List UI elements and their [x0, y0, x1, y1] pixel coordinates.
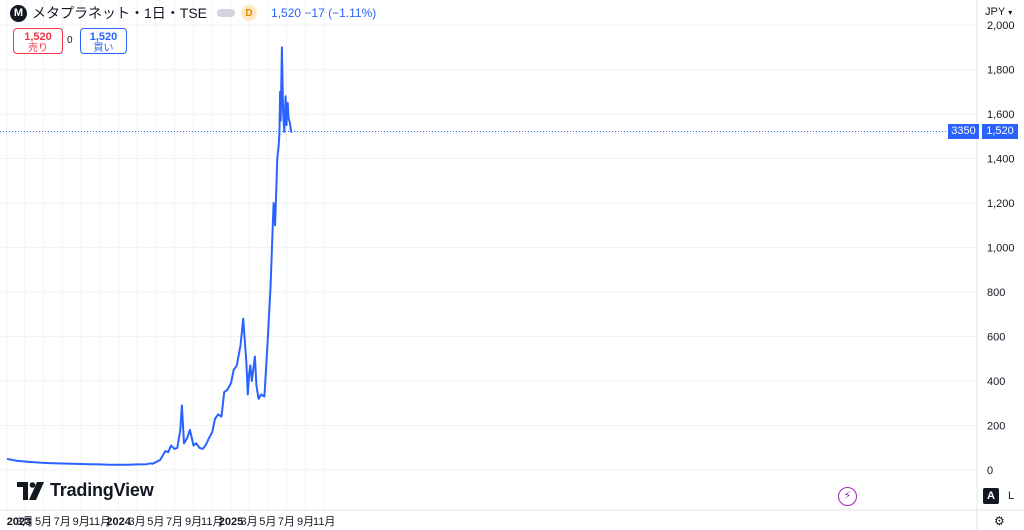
x-tick-label: 11月 [89, 516, 111, 528]
y-tick-label: 200 [987, 421, 1005, 433]
x-tick-label: 5月 [147, 516, 164, 528]
x-tick-label: 2023 [7, 516, 31, 528]
x-tick-label: 7月 [166, 516, 183, 528]
legend-values: 1,520 −17 (−1.11%) [271, 6, 376, 20]
sell-price: 1,520 [24, 31, 52, 43]
x-tick-label: 11月 [201, 516, 223, 528]
price-axis-labels[interactable]: 0 200 400 600 800 1,000 1,200 1,400 1,600 1,800 2,… [987, 20, 1015, 477]
x-tick-label: 3月 [129, 516, 146, 528]
y-tick-label: 1,000 [987, 243, 1015, 255]
x-tick-label: 2025 [219, 516, 243, 528]
x-tick-label: 9月 [297, 516, 314, 528]
settings-icon[interactable]: ⚙ [994, 514, 1005, 528]
y-tick-label: 600 [987, 332, 1005, 344]
x-tick-label: 7月 [278, 516, 295, 528]
tradingview-logo[interactable]: TradingView [17, 480, 154, 501]
y-tick-label: 0 [987, 465, 993, 477]
log-scale-button[interactable]: L [1008, 490, 1015, 502]
lightning-icon[interactable]: ⚡ [838, 487, 857, 506]
y-tick-label: 1,200 [987, 198, 1015, 210]
tradingview-logo-icon [17, 481, 44, 500]
x-tick-label: 9月 [73, 516, 90, 528]
last-price-tag: 1,520 [982, 124, 1018, 139]
auto-scale-button[interactable]: A [983, 488, 999, 504]
buy-price: 1,520 [89, 31, 118, 43]
buy-label: 買い [93, 43, 114, 54]
y-tick-label: 2,000 [987, 20, 1015, 32]
x-tick-label: 3月 [16, 516, 33, 528]
y-tick-label: 800 [987, 287, 1005, 299]
legend-last-price: 1,520 [271, 6, 302, 20]
brand-text: TradingView [50, 480, 154, 500]
spread-value: 0 [67, 35, 73, 46]
position-qty-tag: 3350 [948, 124, 979, 139]
legend-change-pct: (−1.11%) [328, 6, 377, 20]
legend-change: −17 [304, 6, 325, 20]
x-tick-label: 2024 [106, 516, 131, 528]
y-tick-label: 1,800 [987, 65, 1015, 77]
y-tick-label: 1,400 [987, 154, 1015, 166]
x-tick-label: 5月 [35, 516, 52, 528]
x-tick-label: 5月 [259, 516, 276, 528]
x-tick-label: 7月 [54, 516, 71, 528]
y-tick-label: 1,600 [987, 109, 1015, 121]
x-tick-label: 9月 [185, 516, 202, 528]
buy-button[interactable]: 1,520 買い [80, 28, 127, 54]
y-tick-label: 400 [987, 376, 1005, 388]
sell-label: 売り [28, 43, 48, 54]
visibility-toggle-icon[interactable] [217, 9, 236, 17]
symbol-logo-icon: M [10, 4, 27, 22]
currency-selector[interactable]: JPY ▾ [985, 6, 1012, 18]
x-tick-label: 3月 [241, 516, 258, 528]
x-tick-label: 11月 [313, 516, 335, 528]
delay-d-icon[interactable]: D [241, 5, 258, 21]
symbol-legend[interactable]: M メタプラネット・1日・TSE D 1,520 −17 (−1.11%) [10, 4, 376, 22]
symbol-title[interactable]: メタプラネット・1日・TSE [32, 5, 208, 21]
chart-grid [0, 0, 977, 510]
price-series-line [6, 46, 293, 466]
sell-button[interactable]: 1,520 売り [13, 28, 63, 54]
currency-label: JPY [985, 6, 1006, 18]
chevron-down-icon: ▾ [1008, 8, 1013, 17]
